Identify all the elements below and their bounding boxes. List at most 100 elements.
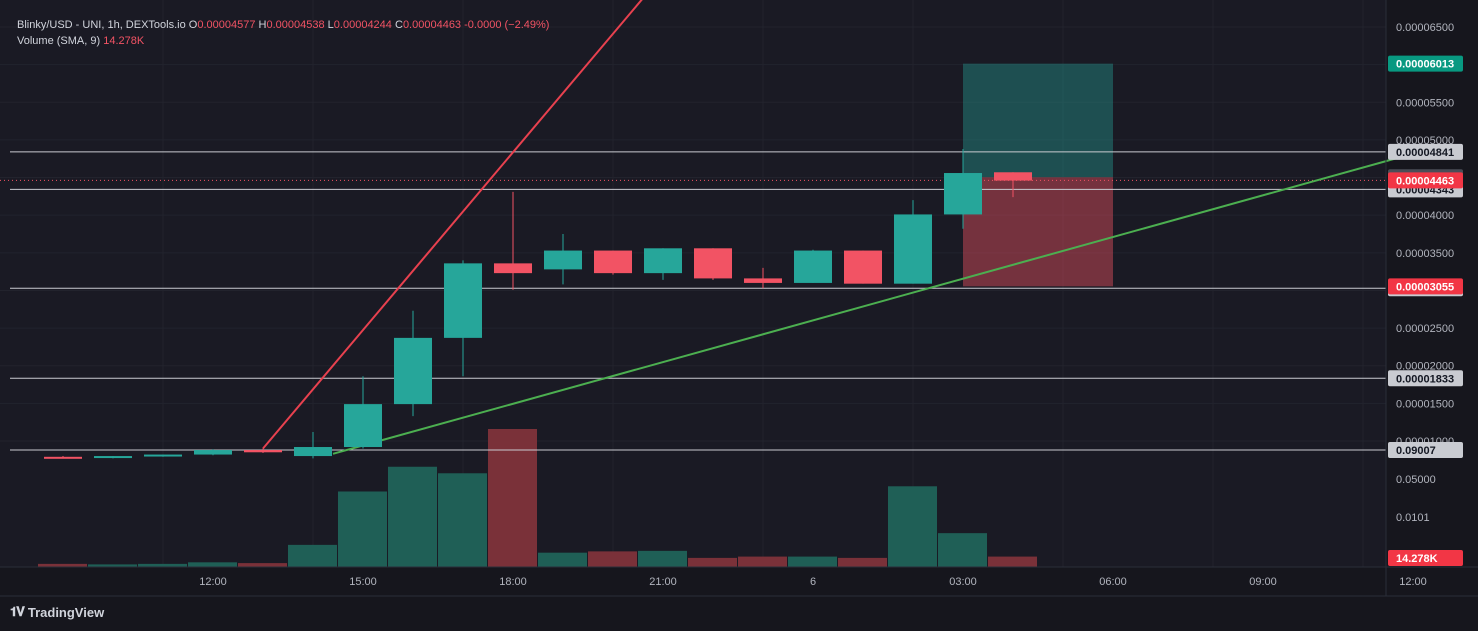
candle-body bbox=[894, 214, 932, 284]
time-tick-label: 03:00 bbox=[949, 576, 977, 588]
candle-body bbox=[844, 250, 882, 284]
volume-bar bbox=[38, 563, 87, 567]
candle-body bbox=[444, 263, 482, 338]
volume-bar bbox=[688, 557, 737, 567]
volume-bar bbox=[588, 551, 637, 567]
price-badge-stop: 0.00003055 bbox=[1396, 281, 1454, 293]
price-badge-target: 0.00006013 bbox=[1396, 59, 1454, 71]
volume-bar bbox=[488, 429, 537, 567]
candle-body bbox=[544, 250, 582, 270]
time-tick-label: 12:00 bbox=[1399, 576, 1427, 588]
candle-body bbox=[794, 250, 832, 283]
time-tick-label: 6 bbox=[810, 576, 816, 588]
low-value: 0.00004244 bbox=[333, 19, 392, 31]
time-tick-label: 18:00 bbox=[499, 576, 527, 588]
candle-body bbox=[344, 404, 382, 448]
volume-indicator-label[interactable]: Volume (SMA, 9) bbox=[17, 35, 101, 47]
volume-bar bbox=[738, 556, 787, 567]
volume-bar bbox=[638, 550, 687, 567]
volume-indicator-value: 14.278K bbox=[103, 35, 145, 47]
price-tick-label: 0.00002000 bbox=[1396, 361, 1454, 373]
candle-body bbox=[294, 447, 332, 457]
high-value: 0.00004538 bbox=[266, 19, 325, 31]
price-badge-stop-bg bbox=[1388, 278, 1463, 295]
open-value: 0.00004577 bbox=[197, 19, 256, 31]
candle-body bbox=[144, 454, 182, 457]
tradingview-text: TradingView bbox=[27, 604, 105, 620]
volume-bars bbox=[38, 429, 1037, 567]
open-label: O bbox=[188, 19, 198, 31]
volume-bar bbox=[938, 533, 987, 567]
volume-bar bbox=[838, 557, 887, 567]
volume-badge-bg bbox=[1388, 550, 1463, 566]
price-tick-label: 0.00002500 bbox=[1396, 323, 1454, 335]
position-stop-zone bbox=[963, 177, 1113, 287]
candle-body bbox=[644, 248, 682, 274]
candle-body bbox=[494, 263, 532, 274]
volume-badge: 14.278K bbox=[1396, 553, 1438, 565]
hline-badge: 0.00004841 bbox=[1396, 147, 1454, 159]
low-label: L bbox=[327, 19, 334, 31]
price-tick-label: 0.00001500 bbox=[1396, 398, 1454, 410]
volume-tick-label: 0.05000 bbox=[1396, 474, 1436, 486]
position-target-zone bbox=[963, 63, 1113, 178]
time-tick-label: 06:00 bbox=[1099, 576, 1127, 588]
candle-body bbox=[594, 250, 632, 274]
hline-badge: 0.00001833 bbox=[1396, 373, 1454, 385]
close-value: 0.00004463 bbox=[402, 19, 462, 31]
volume-bar bbox=[388, 466, 437, 567]
hline-badge: 0.09007 bbox=[1396, 445, 1436, 457]
price-badge-target-bg bbox=[1388, 55, 1463, 72]
time-tick-label: 21:00 bbox=[649, 576, 677, 588]
grid-lines bbox=[0, 0, 1386, 567]
high-label: H bbox=[258, 19, 267, 31]
hline-badge-bg bbox=[1388, 143, 1463, 160]
red-trend-line bbox=[262, 0, 643, 450]
close-label: C bbox=[394, 19, 403, 31]
volume-bar bbox=[988, 556, 1037, 567]
volume-bar bbox=[438, 473, 487, 567]
plot-area[interactable] bbox=[0, 0, 1386, 567]
candle-body bbox=[94, 456, 132, 459]
candle-body bbox=[394, 337, 432, 405]
horizontal-lines[interactable] bbox=[0, 151, 1386, 451]
time-tick-label: 15:00 bbox=[349, 576, 377, 588]
candle-body bbox=[244, 450, 282, 453]
time-axis[interactable]: 12:00 15:00 18:00 21:00 6 03:00 06:00 09:00 12:0… bbox=[199, 576, 1427, 588]
time-tick-label: 12:00 bbox=[199, 576, 227, 588]
symbol-title[interactable]: Blinky/USD - UNI, 1h, DEXTools.io bbox=[17, 19, 186, 31]
long-position-tool[interactable] bbox=[963, 63, 1113, 287]
chart-legend: Blinky/USD - UNI, 1h, DEXTools.io O0.000… bbox=[17, 17, 549, 49]
green-trend-line bbox=[332, 145, 1439, 455]
candle-body bbox=[194, 450, 232, 455]
tradingview-logo-icon: 𝟏𝐕 bbox=[10, 604, 25, 619]
candle-body bbox=[694, 248, 732, 279]
time-tick-label: 09:00 bbox=[1249, 576, 1277, 588]
trend-lines[interactable] bbox=[262, 0, 1439, 455]
tradingview-branding[interactable]: 𝟏𝐕 TradingView bbox=[10, 604, 104, 620]
candles bbox=[44, 148, 1032, 459]
candle-body bbox=[994, 172, 1032, 181]
volume-bar bbox=[788, 556, 837, 567]
volume-bar bbox=[538, 552, 587, 567]
candle-body bbox=[44, 456, 82, 459]
hline-badge-bg bbox=[1388, 370, 1463, 387]
volume-bar bbox=[238, 563, 287, 567]
price-tick-label: 0.00006500 bbox=[1396, 22, 1454, 34]
change-value: -0.0000 (−2.49%) bbox=[464, 19, 550, 31]
price-tick-label: 0.00003500 bbox=[1396, 248, 1454, 260]
volume-bar bbox=[888, 486, 937, 567]
price-badges: 0.000048410.000043430.000030290.00001833… bbox=[1388, 55, 1463, 566]
volume-bar bbox=[338, 491, 387, 567]
hline-badge-bg bbox=[1388, 442, 1463, 458]
volume-bar bbox=[288, 544, 337, 567]
price-tick-label: 0.00004000 bbox=[1396, 210, 1454, 222]
price-badge-current-bg bbox=[1388, 172, 1463, 189]
candle-body bbox=[744, 278, 782, 283]
volume-bar bbox=[188, 562, 237, 567]
volume-bar bbox=[138, 563, 187, 567]
price-badge-current: 0.00004463 bbox=[1396, 175, 1454, 187]
candle-body bbox=[944, 173, 982, 215]
price-tick-label: 0.00005500 bbox=[1396, 97, 1454, 109]
